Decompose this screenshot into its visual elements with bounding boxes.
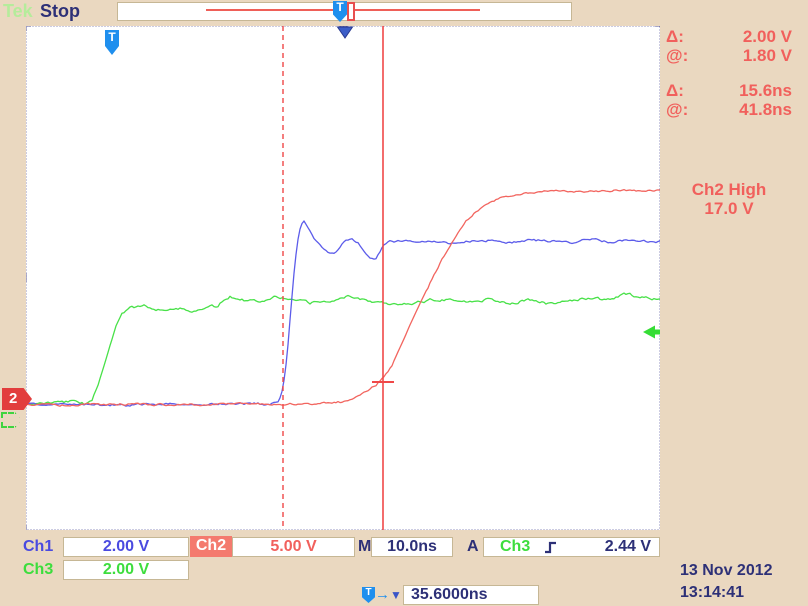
cursor-time-delta: Δ: 15.6ns bbox=[666, 81, 792, 100]
at-value: 1.80 V bbox=[742, 46, 792, 65]
trigger-point-flag-icon: T bbox=[105, 30, 119, 55]
ch2-label-selected: Ch2 bbox=[190, 536, 232, 557]
trigger-flag-icon: T bbox=[333, 1, 347, 22]
measurement-title: Ch2 High bbox=[691, 180, 767, 199]
brand-logo: Tek bbox=[3, 1, 33, 21]
ch1-label: Ch1 bbox=[23, 538, 54, 555]
cursor-voltage-at: @: 1.80 V bbox=[666, 46, 792, 65]
delta-value: 2.00 V bbox=[742, 27, 792, 46]
acquisition-status: Stop bbox=[40, 1, 80, 21]
delta-value: 15.6ns bbox=[739, 81, 792, 100]
trigger-source: Ch3 bbox=[500, 538, 531, 555]
trigger-position-icon: T →▼ bbox=[362, 586, 402, 604]
ch2-high-measurement: Ch2 High 17.0 V bbox=[666, 180, 792, 218]
at-label: @: bbox=[666, 100, 689, 119]
waveform-display bbox=[26, 26, 660, 530]
ch1-scale-readout: 2.00 V bbox=[63, 537, 189, 557]
ch2-ground-marker: 2 bbox=[2, 388, 32, 410]
trigger-position-marker-icon bbox=[336, 26, 354, 39]
timebase-label: M bbox=[358, 538, 372, 555]
at-value: 41.8ns bbox=[739, 100, 792, 119]
trace-ch3 bbox=[26, 292, 660, 405]
delta-label: Δ: bbox=[666, 81, 684, 100]
trigger-level-arrow-tail bbox=[655, 329, 660, 335]
trigger-label: A bbox=[467, 538, 479, 555]
window-zone-bracket-icon bbox=[347, 2, 355, 21]
trigger-t-icon: T bbox=[362, 587, 375, 604]
trigger-level: 2.44 V bbox=[604, 538, 651, 555]
cursor-voltage-delta: Δ: 2.00 V bbox=[666, 27, 792, 46]
date-display: 13 Nov 2012 bbox=[680, 562, 773, 579]
ch3-scale-readout: 2.00 V bbox=[63, 560, 189, 580]
ch3-label: Ch3 bbox=[23, 561, 54, 578]
arrow-right-icon: → bbox=[375, 586, 390, 603]
trace-ch1 bbox=[26, 220, 660, 407]
cursor-time-at: @: 41.8ns bbox=[666, 100, 792, 119]
arrow-down-icon: ▼ bbox=[390, 588, 402, 602]
trigger-level-arrow-icon bbox=[643, 325, 655, 339]
graticule-grid bbox=[26, 26, 660, 530]
time-display: 13:14:41 bbox=[680, 584, 745, 601]
ch2-scale-readout: 5.00 V bbox=[232, 537, 355, 557]
ch3-ground-marker-icon bbox=[1, 412, 21, 428]
measurement-value: 17.0 V bbox=[704, 199, 754, 218]
trigger-readout: Ch3 2.44 V bbox=[483, 537, 660, 557]
delta-label: Δ: bbox=[666, 27, 684, 46]
graticule-background bbox=[26, 26, 660, 530]
at-label: @: bbox=[666, 46, 689, 65]
trace-ch2 bbox=[26, 188, 660, 407]
rising-edge-icon bbox=[545, 541, 557, 553]
trigger-position-readout: 35.6000ns bbox=[403, 585, 539, 605]
timebase-readout: 10.0ns bbox=[371, 537, 453, 557]
